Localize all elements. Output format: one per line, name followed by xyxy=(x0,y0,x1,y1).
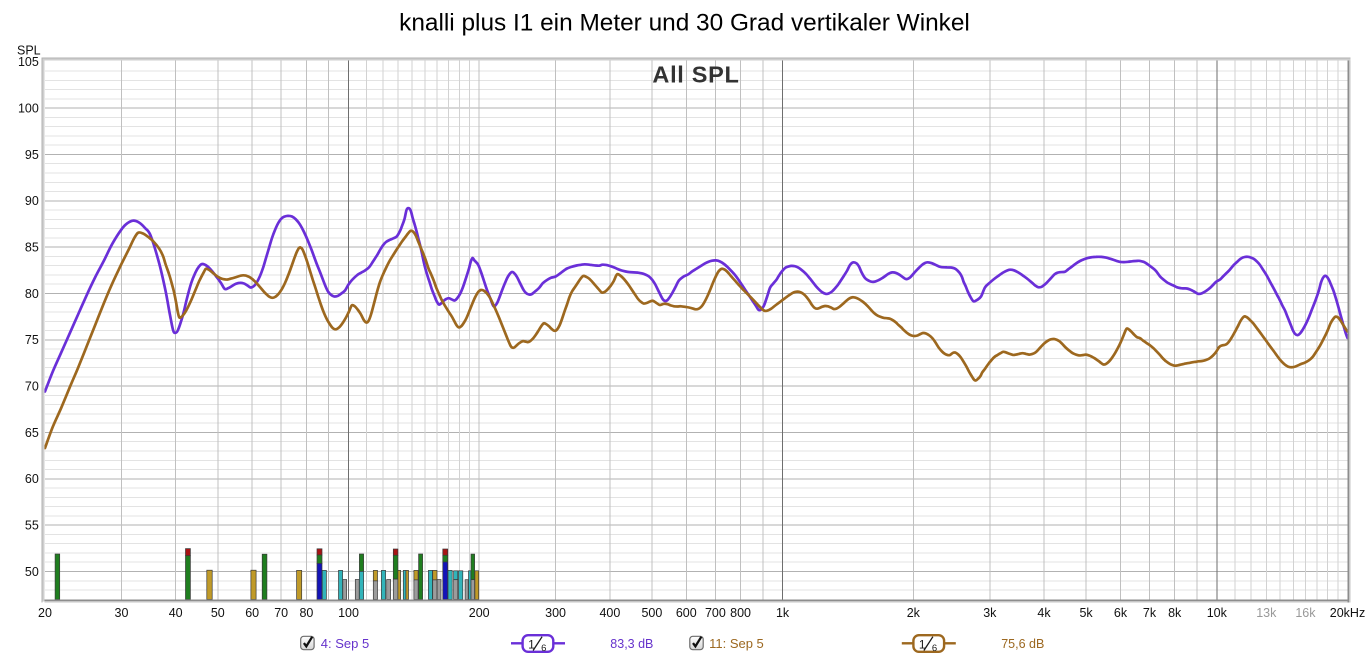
svg-text:7k: 7k xyxy=(1143,606,1157,620)
svg-text:6: 6 xyxy=(932,643,937,654)
svg-text:300: 300 xyxy=(545,606,566,620)
svg-text:75: 75 xyxy=(25,333,39,347)
svg-text:50: 50 xyxy=(211,606,225,620)
svg-text:6: 6 xyxy=(541,643,546,654)
svg-text:20kHz: 20kHz xyxy=(1330,606,1365,620)
svg-text:600: 600 xyxy=(676,606,697,620)
svg-text:200: 200 xyxy=(469,606,490,620)
svg-text:85: 85 xyxy=(25,240,39,254)
svg-text:400: 400 xyxy=(599,606,620,620)
svg-text:1: 1 xyxy=(919,637,926,651)
svg-text:6k: 6k xyxy=(1114,606,1128,620)
svg-text:65: 65 xyxy=(25,426,39,440)
svg-text:500: 500 xyxy=(641,606,662,620)
svg-text:50: 50 xyxy=(25,565,39,579)
svg-text:knalli plus I1 ein Meter und 3: knalli plus I1 ein Meter und 30 Grad ver… xyxy=(399,10,970,37)
svg-text:30: 30 xyxy=(115,606,129,620)
svg-text:100: 100 xyxy=(338,606,359,620)
svg-text:70: 70 xyxy=(274,606,288,620)
svg-text:95: 95 xyxy=(25,148,39,162)
svg-text:1: 1 xyxy=(528,637,535,651)
svg-text:8k: 8k xyxy=(1168,606,1182,620)
svg-text:5k: 5k xyxy=(1079,606,1093,620)
svg-text:4k: 4k xyxy=(1037,606,1051,620)
svg-text:1k: 1k xyxy=(776,606,790,620)
svg-text:16k: 16k xyxy=(1295,606,1316,620)
svg-text:80: 80 xyxy=(299,606,313,620)
svg-text:SPL: SPL xyxy=(17,44,41,58)
svg-text:55: 55 xyxy=(25,518,39,532)
svg-text:2k: 2k xyxy=(907,606,921,620)
svg-text:All SPL: All SPL xyxy=(652,62,739,88)
svg-text:90: 90 xyxy=(25,194,39,208)
svg-text:20: 20 xyxy=(38,606,52,620)
svg-text:700: 700 xyxy=(705,606,726,620)
svg-text:60: 60 xyxy=(245,606,259,620)
svg-text:11: Sep 5: 11: Sep 5 xyxy=(709,636,764,651)
svg-text:70: 70 xyxy=(25,379,39,393)
svg-text:60: 60 xyxy=(25,472,39,486)
svg-text:3k: 3k xyxy=(983,606,997,620)
svg-text:10k: 10k xyxy=(1207,606,1228,620)
svg-text:800: 800 xyxy=(730,606,751,620)
svg-text:40: 40 xyxy=(169,606,183,620)
svg-text:80: 80 xyxy=(25,287,39,301)
svg-text:100: 100 xyxy=(18,101,39,115)
svg-text:105: 105 xyxy=(18,55,39,69)
svg-text:13k: 13k xyxy=(1256,606,1277,620)
svg-text:4: Sep 5: 4: Sep 5 xyxy=(321,636,369,651)
svg-text:75,6 dB: 75,6 dB xyxy=(1001,637,1044,651)
svg-text:83,3 dB: 83,3 dB xyxy=(610,637,653,651)
